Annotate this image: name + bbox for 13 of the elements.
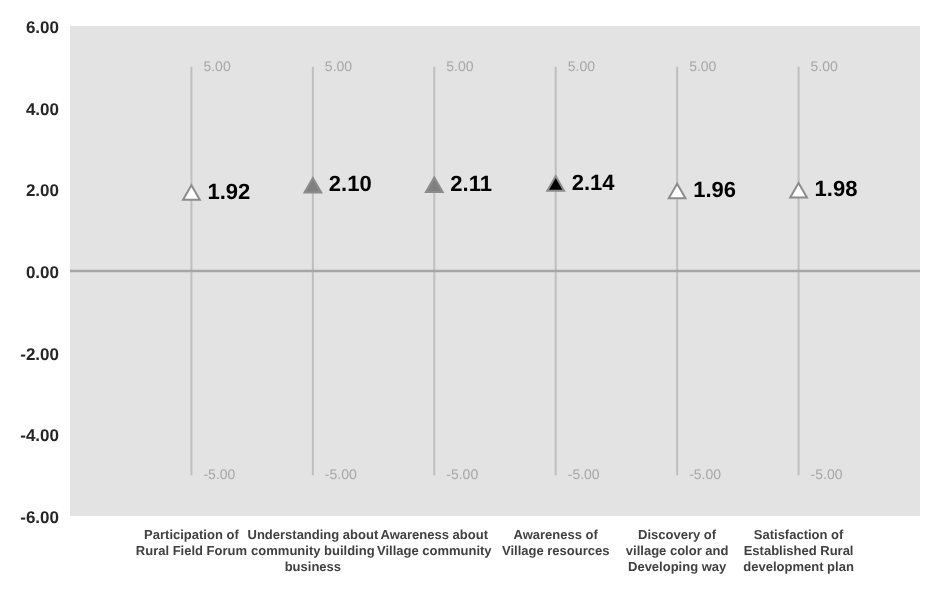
- data-label: 1.98: [814, 178, 858, 203]
- data-label: 2.10: [328, 173, 372, 198]
- y-tick-label: 4.00: [25, 98, 60, 119]
- data-label: 2.11: [450, 172, 492, 197]
- y-tick-label: 6.00: [25, 17, 60, 37]
- y-tick-label: -4.00: [20, 425, 60, 446]
- y-tick-label: 2.00: [25, 180, 60, 201]
- y-tick-label: 0.00: [25, 262, 60, 282]
- data-label: 1.92: [207, 180, 251, 205]
- data-label: 1.96: [693, 178, 736, 203]
- data-label: 2.14: [571, 171, 617, 196]
- y-tick-label: -6.00: [20, 507, 60, 527]
- y-tick-label: -2.00: [20, 343, 60, 364]
